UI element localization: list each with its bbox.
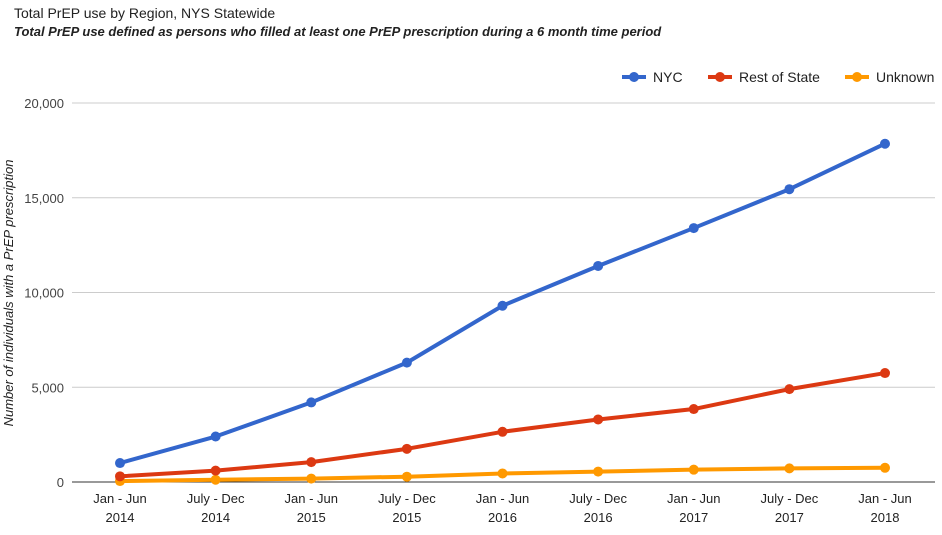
data-point-nyc[interactable] (210, 431, 221, 442)
y-axis-ticks: 0 5,000 10,000 15,000 20,000 (24, 96, 64, 490)
x-axis-ticks: Jan - Jun 2014 July - Dec 2014 Jan - Jun 2015… (93, 491, 911, 525)
chart-subtitle: Total PrEP use defined as persons who fi… (14, 24, 662, 39)
data-point-unknown[interactable] (306, 473, 317, 484)
data-point-rest-of-state[interactable] (497, 426, 508, 437)
legend-label: NYC (653, 69, 683, 85)
legend-label: Rest of State (739, 69, 820, 85)
data-point-nyc[interactable] (497, 300, 508, 311)
data-point-unknown[interactable] (210, 474, 221, 485)
x-tick-label: Jan - Jun 2014 (93, 491, 146, 525)
data-point-unknown[interactable] (880, 462, 890, 473)
data-point-nyc[interactable] (115, 458, 125, 469)
x-tick-label: July - Dec 2016 (569, 491, 627, 525)
x-tick-label: July - Dec 2017 (760, 491, 818, 525)
data-point-unknown[interactable] (593, 466, 604, 477)
data-point-unknown[interactable] (401, 471, 412, 482)
data-point-rest-of-state[interactable] (593, 414, 604, 425)
data-point-nyc[interactable] (593, 260, 604, 271)
y-tick-label: 10,000 (24, 286, 64, 301)
data-point-unknown[interactable] (688, 464, 699, 475)
series-line-rest-of-state (119, 371, 886, 479)
chart-title: Total PrEP use by Region, NYS Statewide (14, 5, 276, 21)
data-point-nyc[interactable] (784, 184, 795, 195)
series-rest-of-state (115, 368, 890, 482)
data-point-nyc[interactable] (880, 138, 890, 149)
y-tick-label: 5,000 (31, 380, 64, 395)
legend: NYC Rest of State Unknown (622, 69, 934, 85)
series-unknown (115, 462, 890, 487)
legend-label: Unknown (876, 69, 934, 85)
legend-item-unknown[interactable]: Unknown (845, 69, 934, 85)
x-tick-label: July - Dec 2015 (378, 491, 436, 525)
x-tick-label: Jan - Jun 2015 (285, 491, 338, 525)
y-tick-label: 0 (57, 475, 64, 490)
y-axis-label: Number of individuals with a PrEP prescr… (1, 160, 16, 427)
data-point-nyc[interactable] (688, 223, 699, 234)
legend-item-nyc[interactable]: NYC (622, 69, 683, 85)
y-tick-label: 15,000 (24, 191, 64, 206)
legend-swatch-dot (852, 72, 862, 82)
data-point-rest-of-state[interactable] (210, 465, 221, 476)
data-point-rest-of-state[interactable] (306, 457, 317, 468)
series-lines (115, 138, 890, 487)
data-point-rest-of-state[interactable] (880, 368, 890, 379)
x-tick-label: Jan - Jun 2017 (667, 491, 720, 525)
x-tick-label: Jan - Jun 2018 (858, 491, 911, 525)
data-point-unknown[interactable] (784, 463, 795, 474)
x-tick-label: Jan - Jun 2016 (476, 491, 529, 525)
series-nyc (115, 138, 890, 469)
legend-item-rest-of-state[interactable]: Rest of State (708, 69, 820, 85)
x-tick-label: July - Dec 2014 (187, 491, 245, 525)
y-tick-label: 20,000 (24, 96, 64, 111)
data-point-nyc[interactable] (306, 397, 317, 408)
data-point-rest-of-state[interactable] (115, 471, 125, 482)
data-point-rest-of-state[interactable] (688, 404, 699, 415)
gridlines (72, 102, 935, 483)
data-point-nyc[interactable] (401, 357, 412, 368)
legend-swatch-dot (629, 72, 639, 82)
data-point-rest-of-state[interactable] (401, 443, 412, 454)
data-point-unknown[interactable] (497, 468, 508, 479)
legend-swatch-dot (715, 72, 725, 82)
data-point-rest-of-state[interactable] (784, 384, 795, 395)
